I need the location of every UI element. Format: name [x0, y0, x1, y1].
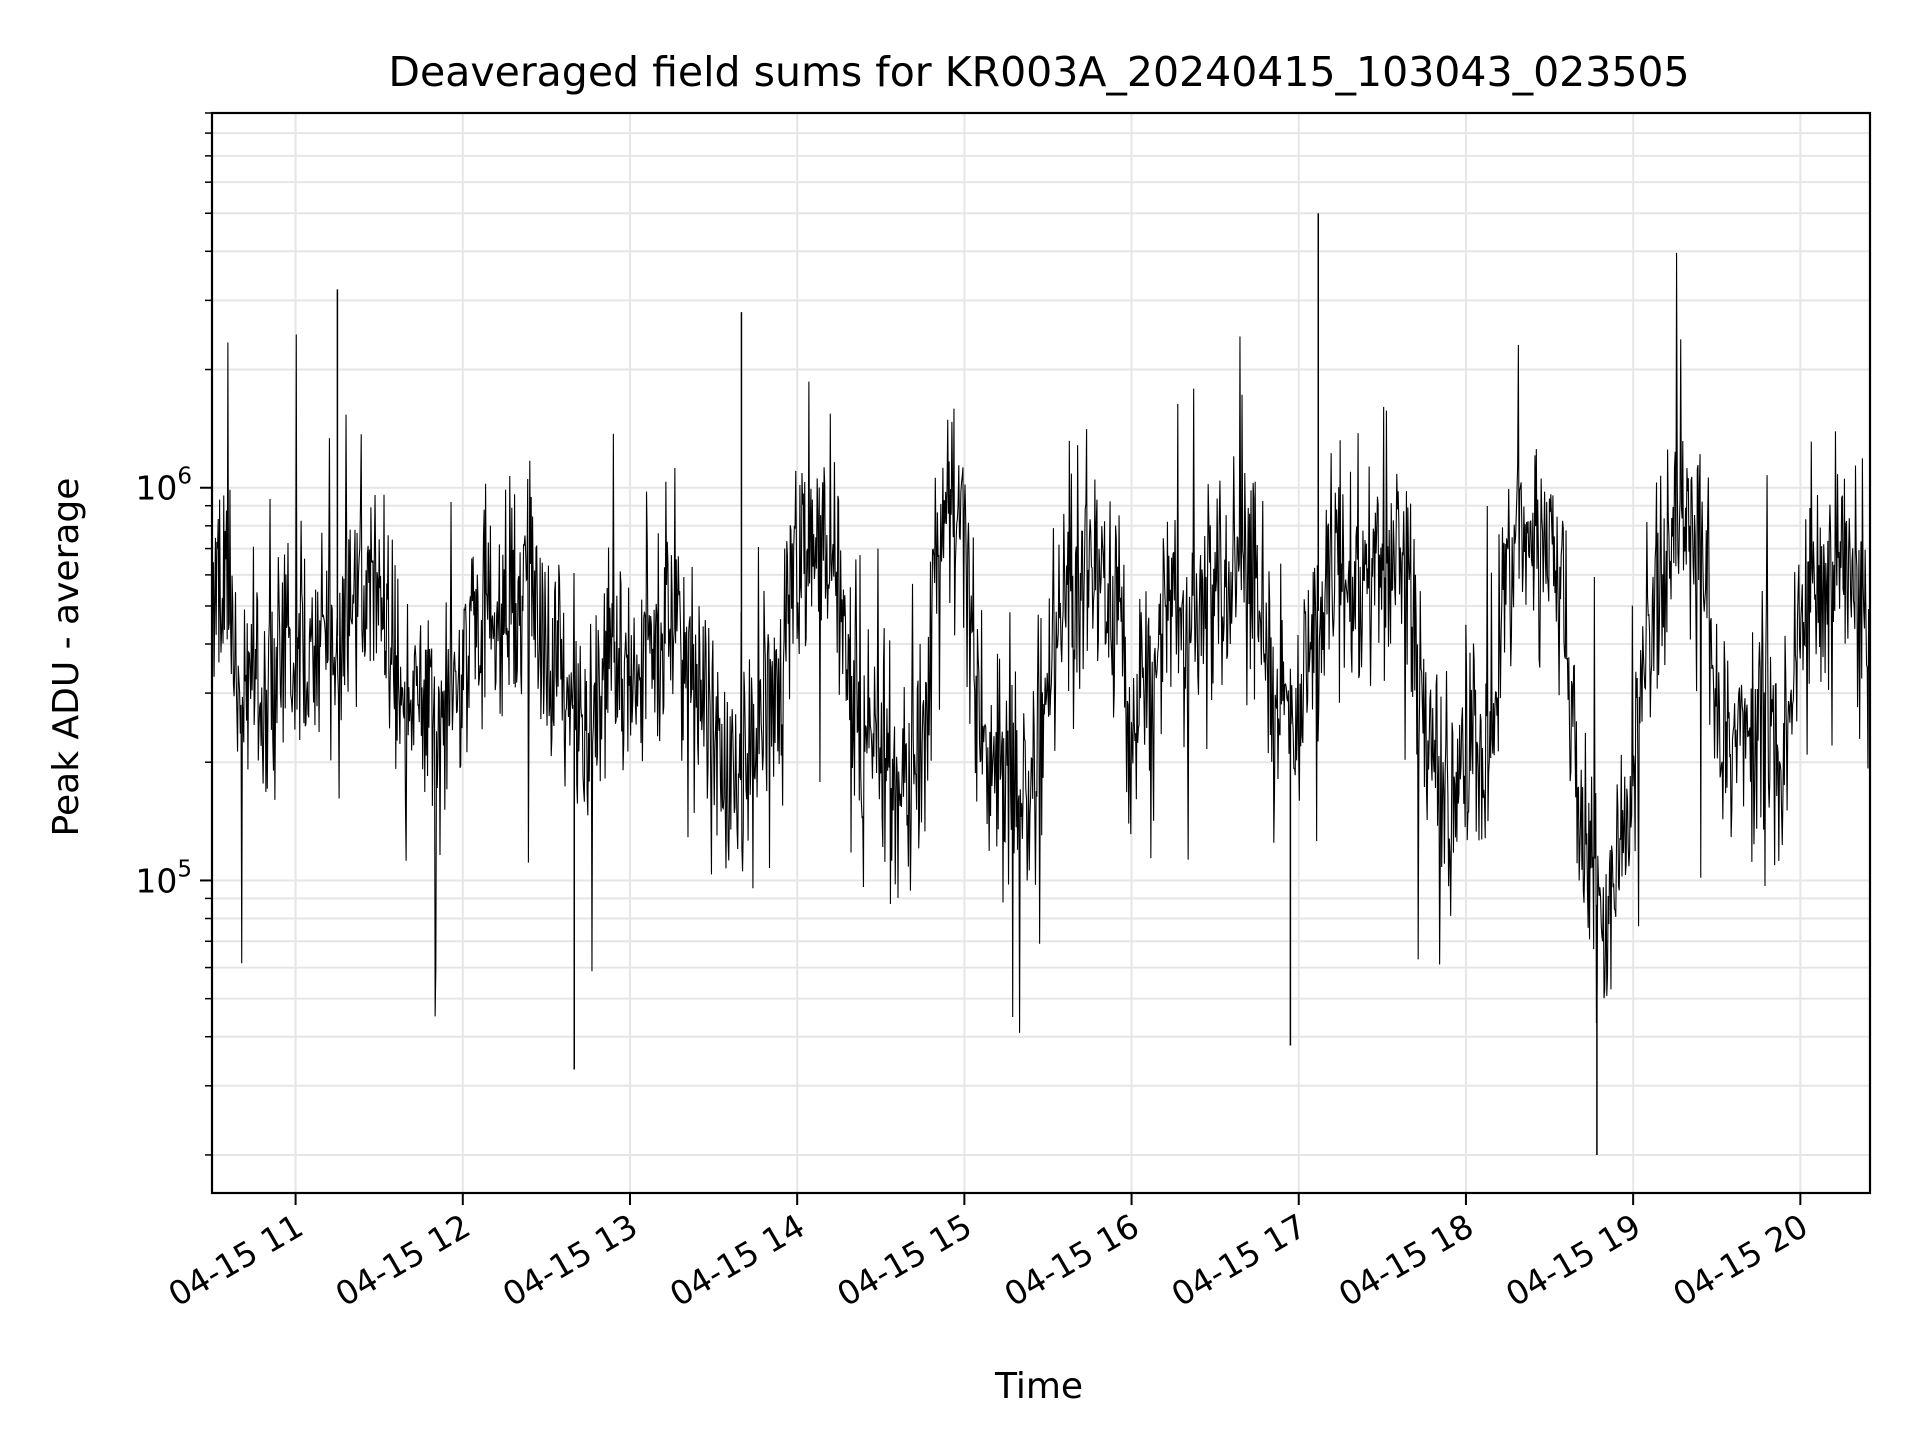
- series-layer: [211, 213, 1871, 1155]
- y-tick-label: 105: [135, 856, 192, 900]
- chart-title: Deaveraged field sums for KR003A_2024041…: [388, 48, 1689, 96]
- x-axis-label: Time: [994, 1366, 1083, 1407]
- y-axis-ticks: 105 106: [135, 112, 212, 1156]
- y-tick-label: 106: [135, 464, 192, 508]
- y-axis-label: Peak ADU - average: [46, 478, 87, 837]
- series-line: [211, 252, 1871, 1033]
- plot-frame: [210, 111, 1872, 1195]
